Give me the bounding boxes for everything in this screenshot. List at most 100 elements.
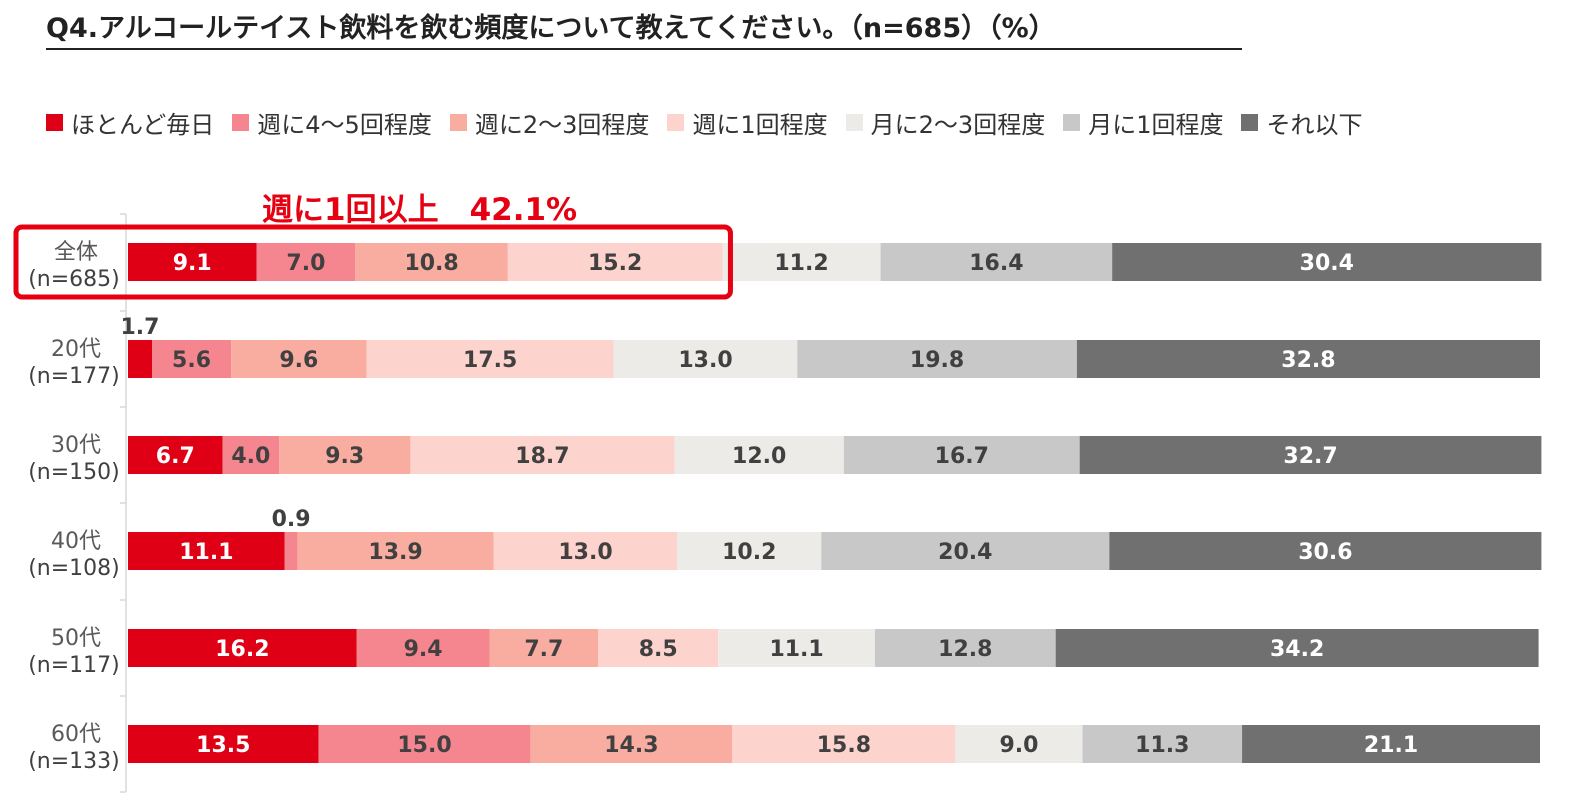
bar-segment [530, 725, 733, 763]
category-n-label: (n=150) [28, 460, 120, 485]
legend-swatch [449, 113, 467, 131]
legend-swatch [46, 113, 63, 131]
data-label: 12.8 [938, 637, 992, 662]
bar-segment [410, 436, 675, 474]
legend-swatch [845, 113, 863, 131]
bar-segment [366, 340, 614, 378]
data-label: 10.8 [404, 251, 458, 276]
bar-segment [821, 532, 1110, 570]
category-label: 40代 [51, 529, 101, 554]
bar-segment [880, 243, 1113, 281]
bar-segment [613, 340, 798, 378]
bar-segment [797, 340, 1077, 378]
bar-segment [128, 725, 319, 763]
bar-segment [128, 243, 257, 281]
highlight-label: 週に1回以上 42.1% [262, 192, 578, 228]
data-label: 10.2 [722, 540, 776, 565]
data-label: 11.2 [774, 251, 828, 276]
category-n-label: (n=133) [28, 749, 120, 774]
data-label: 13.0 [678, 348, 732, 373]
data-label: 8.5 [639, 637, 678, 662]
data-label: 13.9 [368, 540, 422, 565]
bar-segment [1242, 725, 1540, 763]
data-label: 9.6 [279, 348, 318, 373]
bar-segment [1082, 725, 1243, 763]
data-label: 12.0 [732, 444, 786, 469]
legend-item: 月に2～3回程度 [845, 105, 1046, 140]
legend-swatch [1063, 113, 1081, 131]
bar-segment [677, 532, 822, 570]
data-label: 5.6 [172, 348, 211, 373]
category-n-label: (n=177) [28, 364, 120, 389]
data-label: 21.1 [1364, 733, 1418, 758]
bar-segment [598, 629, 719, 667]
legend-label: 週に1回程度 [692, 110, 828, 139]
bar-segment [279, 436, 411, 474]
data-label: 15.0 [397, 733, 451, 758]
legend-label: 週に2～3回程度 [474, 110, 650, 139]
legend-label: 月に1回程度 [1088, 110, 1224, 139]
data-label: 16.2 [215, 637, 269, 662]
data-label: 7.0 [286, 251, 325, 276]
data-label: 30.6 [1298, 540, 1352, 565]
bar-segment [256, 243, 356, 281]
category-label: 60代 [51, 722, 101, 747]
bar-segment [955, 725, 1083, 763]
bar-segment [152, 340, 232, 378]
bar-segment [231, 340, 367, 378]
data-label: 15.8 [817, 733, 871, 758]
data-label: 34.2 [1270, 637, 1324, 662]
data-label: 30.4 [1300, 251, 1354, 276]
bar-segment [874, 629, 1056, 667]
category-label: 30代 [51, 433, 101, 458]
bar-segment [722, 243, 881, 281]
category-n-label: (n=108) [28, 556, 120, 581]
data-label: 14.3 [604, 733, 658, 758]
data-label: 16.4 [969, 251, 1023, 276]
bar-segment [489, 629, 599, 667]
data-label: 11.1 [179, 540, 233, 565]
data-label: 0.9 [272, 507, 311, 532]
data-label: 19.8 [910, 348, 964, 373]
bar-segment [355, 243, 508, 281]
bar-segment [128, 436, 223, 474]
data-label: 9.4 [404, 637, 443, 662]
bar-segment [507, 243, 723, 281]
legend-label: ほとんど毎日 [71, 110, 215, 139]
bar-segment [128, 629, 357, 667]
bar-segment [284, 532, 298, 570]
bar-segment [222, 436, 280, 474]
legend-item: 週に1回程度 [667, 105, 828, 140]
category-n-label: (n=117) [28, 653, 120, 678]
data-label: 9.1 [173, 251, 212, 276]
category-label: 50代 [51, 626, 101, 651]
data-label: 20.4 [938, 540, 992, 565]
data-label: 15.2 [588, 251, 642, 276]
bar-segment [356, 629, 490, 667]
data-label: 4.0 [231, 444, 270, 469]
data-label: 11.3 [1135, 733, 1189, 758]
category-label: 20代 [51, 337, 101, 362]
bar-segment [1112, 243, 1542, 281]
data-label: 7.7 [524, 637, 563, 662]
chart-title: Q4.アルコールテイスト飲料を飲む頻度について教えてください。（n=685）（%… [46, 10, 1242, 50]
legend-label: 週に4～5回程度 [257, 110, 432, 139]
bar-segment [843, 436, 1080, 474]
data-label: 16.7 [935, 444, 989, 469]
category-label: 全体 [54, 240, 98, 265]
bar-segment [1055, 629, 1539, 667]
bar-segment [297, 532, 494, 570]
legend-swatch [232, 113, 250, 131]
legend: ほとんど毎日 週に4～5回程度 週に2～3回程度 週に1回程度 月に2～3回程度 月に1回… [46, 104, 1566, 140]
data-label: 18.7 [515, 444, 569, 469]
data-label: 17.5 [463, 348, 517, 373]
data-label: 13.5 [196, 733, 250, 758]
bar-segment [128, 340, 153, 378]
data-label: 1.7 [121, 315, 160, 340]
legend-item: それ以下 [1241, 105, 1362, 140]
category-n-label: (n=685) [28, 267, 120, 292]
bar-segment [318, 725, 531, 763]
legend-item: 週に4～5回程度 [232, 105, 432, 140]
legend-label: 月に2～3回程度 [870, 110, 1046, 139]
